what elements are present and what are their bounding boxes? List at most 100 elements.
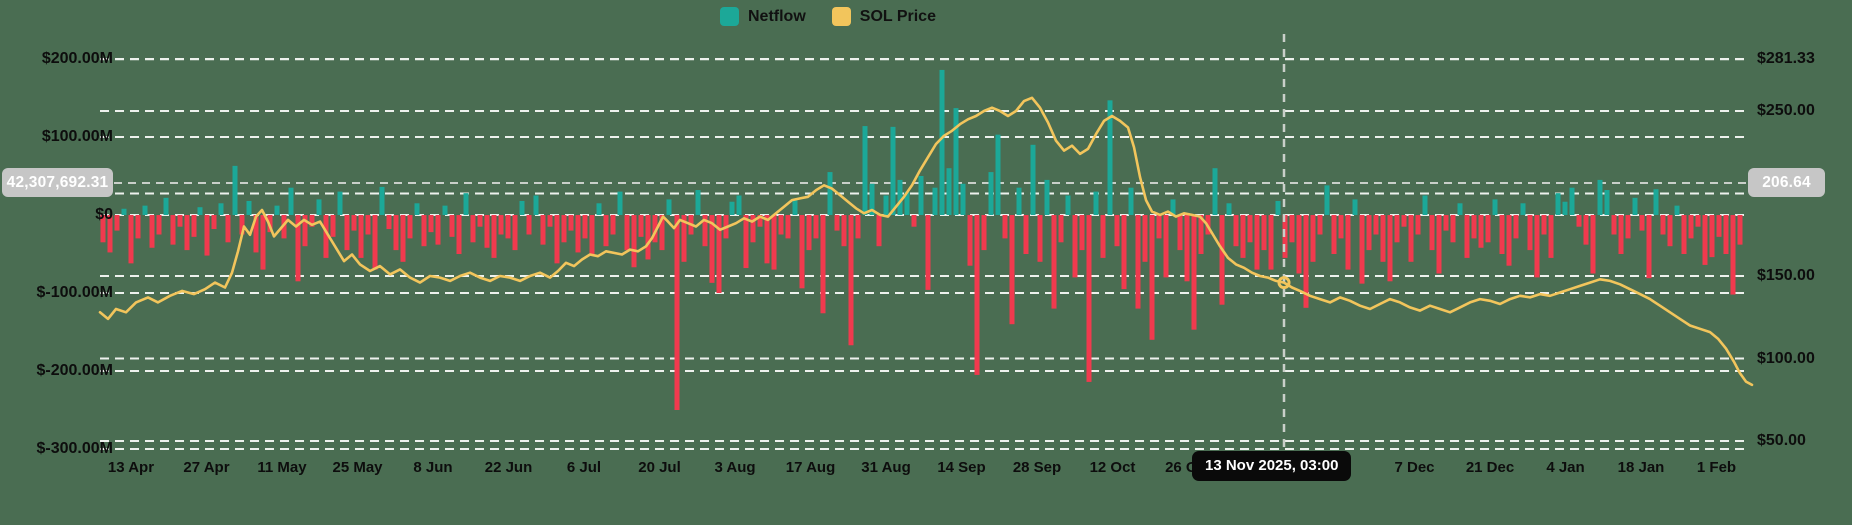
netflow-bar[interactable] [771, 215, 777, 270]
netflow-bar[interactable] [820, 215, 826, 314]
netflow-bar[interactable] [1331, 215, 1337, 254]
netflow-bar[interactable] [1541, 215, 1547, 235]
netflow-bar[interactable] [1590, 215, 1596, 274]
netflow-bar[interactable] [932, 187, 938, 215]
netflow-bar[interactable] [610, 215, 616, 235]
netflow-bar[interactable] [1450, 215, 1456, 243]
netflow-bar[interactable] [540, 215, 546, 245]
netflow-bar[interactable] [1324, 185, 1330, 215]
netflow-bar[interactable] [232, 165, 238, 215]
netflow-bar[interactable] [337, 191, 343, 215]
netflow-bar[interactable] [1254, 215, 1260, 270]
netflow-bar[interactable] [1478, 215, 1484, 248]
netflow-bar[interactable] [365, 215, 371, 235]
netflow-bar[interactable] [1611, 215, 1617, 235]
netflow-bar[interactable] [1401, 215, 1407, 227]
netflow-bar[interactable] [918, 176, 924, 215]
netflow-bar[interactable] [1373, 215, 1379, 235]
netflow-bar[interactable] [253, 215, 259, 253]
netflow-bar[interactable] [1149, 215, 1155, 340]
sol-price-line[interactable] [98, 96, 1754, 387]
netflow-bar[interactable] [1359, 215, 1365, 284]
netflow-bar[interactable] [981, 215, 987, 251]
netflow-bar[interactable] [1464, 215, 1470, 258]
netflow-bar[interactable] [1030, 144, 1036, 215]
netflow-bar[interactable] [716, 215, 722, 293]
netflow-bar[interactable] [596, 203, 602, 215]
netflow-bar[interactable] [477, 215, 483, 227]
netflow-bar[interactable] [498, 215, 504, 235]
legend-item-sol-price[interactable]: SOL Price [831, 7, 936, 26]
netflow-bar[interactable] [1562, 201, 1568, 215]
netflow-bar[interactable] [1317, 215, 1323, 235]
netflow-bar[interactable] [1387, 215, 1393, 282]
netflow-bar[interactable] [624, 215, 630, 251]
netflow-bar[interactable] [428, 215, 434, 233]
netflow-bar[interactable] [323, 215, 329, 258]
netflow-bar[interactable] [1709, 215, 1715, 258]
netflow-bar[interactable] [1296, 215, 1302, 274]
netflow-bar[interactable] [1660, 215, 1666, 235]
netflow-bar[interactable] [1114, 215, 1120, 247]
netflow-bar[interactable] [1009, 215, 1015, 325]
netflow-bar[interactable] [114, 215, 120, 231]
netflow-bar[interactable] [1303, 215, 1309, 308]
netflow-bar[interactable] [1240, 215, 1246, 258]
netflow-bar[interactable] [631, 215, 637, 268]
netflow-bar[interactable] [681, 215, 687, 262]
legend-item-netflow[interactable]: Netflow [720, 7, 806, 26]
netflow-bar[interactable] [1037, 215, 1043, 262]
netflow-bar[interactable] [674, 215, 680, 410]
netflow-bar[interactable] [925, 215, 931, 290]
netflow-bar[interactable] [519, 200, 525, 215]
netflow-bar[interactable] [1618, 215, 1624, 254]
netflow-bar[interactable] [1121, 215, 1127, 290]
netflow-bar[interactable] [953, 108, 959, 215]
netflow-bar[interactable] [1212, 168, 1218, 215]
netflow-bar[interactable] [1002, 215, 1008, 239]
netflow-bar[interactable] [967, 215, 973, 266]
netflow-bar[interactable] [1702, 215, 1708, 265]
netflow-bar[interactable] [834, 215, 840, 231]
netflow-bar[interactable] [1429, 215, 1435, 251]
netflow-bar[interactable] [1695, 215, 1701, 227]
netflow-bar[interactable] [512, 215, 518, 251]
netflow-bar[interactable] [177, 215, 183, 227]
netflow-bar[interactable] [1471, 215, 1477, 239]
netflow-bar[interactable] [1597, 179, 1603, 215]
netflow-bar[interactable] [799, 215, 805, 289]
netflow-bar[interactable] [1457, 203, 1463, 215]
netflow-bar[interactable] [100, 215, 106, 243]
netflow-bar[interactable] [260, 215, 266, 270]
netflow-bar[interactable] [463, 193, 469, 215]
netflow-bar[interactable] [1688, 215, 1694, 239]
netflow-bar[interactable] [1639, 215, 1645, 231]
netflow-bar[interactable] [1632, 197, 1638, 215]
netflow-bar[interactable] [442, 205, 448, 215]
netflow-bar[interactable] [491, 215, 497, 258]
netflow-bar[interactable] [1023, 215, 1029, 254]
netflow-bar[interactable] [792, 200, 798, 215]
netflow-bar[interactable] [1394, 215, 1400, 243]
netflow-bar[interactable] [1723, 215, 1729, 254]
netflow-bar[interactable] [1548, 215, 1554, 258]
netflow-bar[interactable] [736, 195, 742, 216]
netflow-bar[interactable] [1065, 195, 1071, 216]
netflow-bar[interactable] [554, 215, 560, 264]
netflow-bar[interactable] [288, 187, 294, 215]
netflow-bar[interactable] [547, 215, 553, 227]
netflow-bar[interactable] [1170, 199, 1176, 215]
netflow-bar[interactable] [526, 215, 532, 235]
netflow-bar[interactable] [995, 134, 1001, 215]
netflow-bar[interactable] [421, 215, 427, 247]
netflow-bar[interactable] [1646, 215, 1652, 279]
netflow-bar[interactable] [659, 215, 665, 251]
netflow-bar[interactable] [1674, 205, 1680, 215]
netflow-bar[interactable] [449, 215, 455, 237]
netflow-bar[interactable] [939, 69, 945, 215]
netflow-bar[interactable] [1338, 215, 1344, 239]
netflow-bar[interactable] [484, 215, 490, 248]
netflow-bar[interactable] [695, 190, 701, 215]
netflow-bar[interactable] [568, 215, 574, 231]
netflow-bar[interactable] [638, 215, 644, 237]
